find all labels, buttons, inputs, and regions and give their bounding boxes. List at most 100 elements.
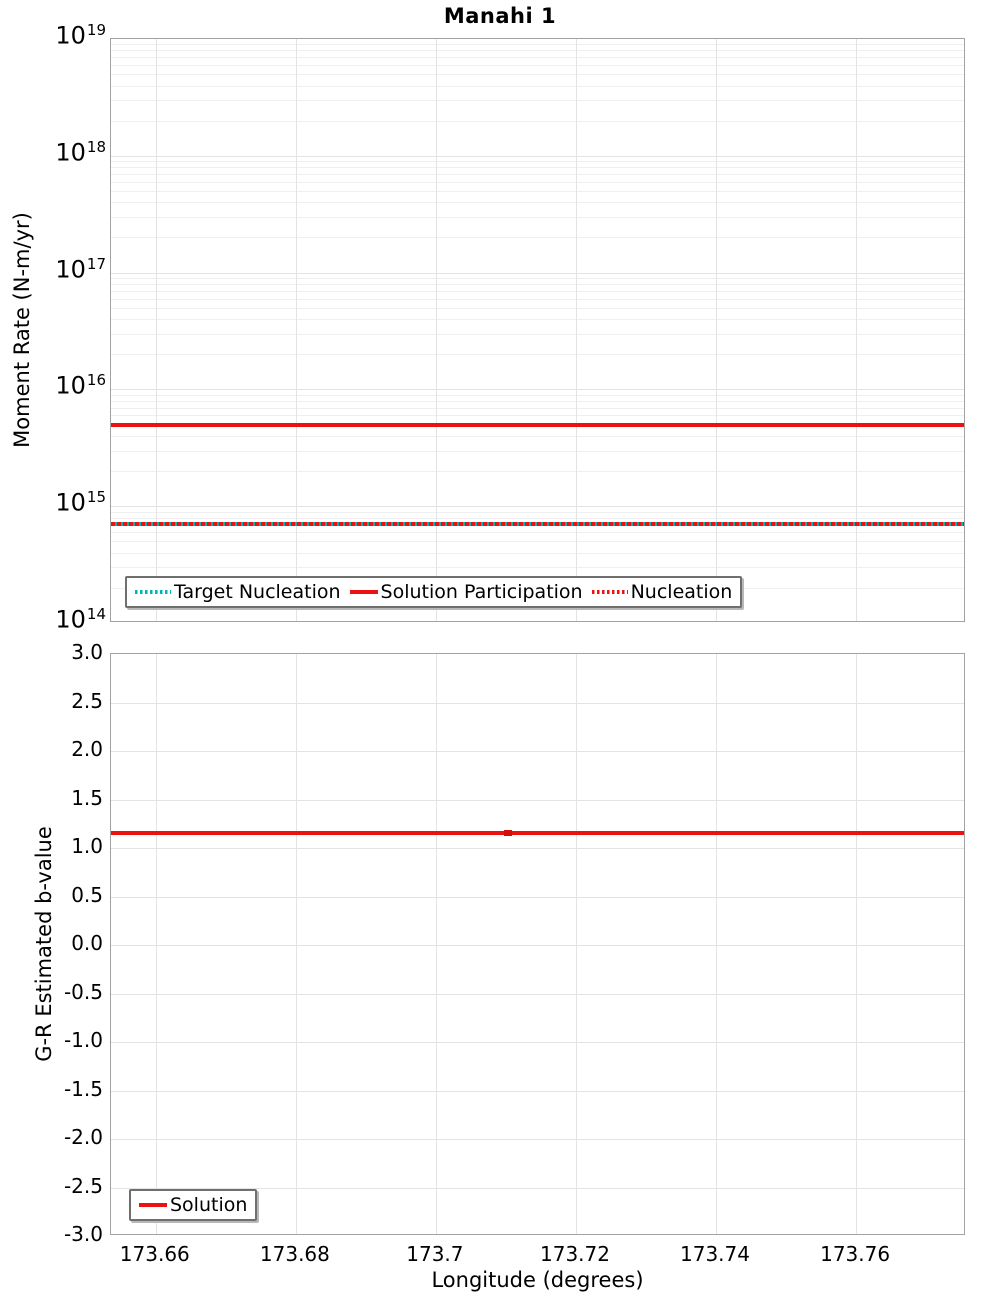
major-gridline bbox=[111, 702, 964, 704]
x-axis-label: Longitude (degrees) bbox=[431, 1268, 644, 1292]
minor-gridline bbox=[111, 511, 964, 513]
x-tick-label: 173.66 bbox=[119, 1242, 190, 1266]
v-gridline bbox=[576, 39, 577, 621]
minor-gridline bbox=[111, 85, 964, 87]
top-y-tick-label: 1019 bbox=[55, 21, 106, 50]
v-gridline bbox=[716, 654, 717, 1234]
bottom-y-tick-label: 0.5 bbox=[71, 882, 103, 907]
major-gridline bbox=[111, 751, 964, 752]
minor-gridline bbox=[111, 50, 964, 52]
minor-gridline bbox=[111, 290, 964, 292]
minor-gridline bbox=[111, 191, 964, 192]
nucleation-line bbox=[111, 522, 964, 527]
minor-gridline bbox=[111, 450, 964, 452]
top-y-tick-label: 1016 bbox=[55, 371, 106, 400]
major-gridline bbox=[111, 945, 964, 946]
minor-gridline bbox=[111, 552, 964, 554]
minor-gridline bbox=[111, 237, 964, 239]
solution-participation-line-swatch bbox=[349, 590, 378, 594]
chart-title: Manahi 1 bbox=[443, 4, 557, 28]
major-gridline bbox=[111, 1090, 964, 1092]
minor-gridline bbox=[111, 181, 964, 183]
bottom-y-tick-label: 2.5 bbox=[71, 688, 103, 713]
v-gridline bbox=[435, 39, 437, 621]
minor-gridline bbox=[111, 298, 964, 300]
v-gridline bbox=[856, 39, 858, 621]
x-tick-label: 173.7 bbox=[406, 1242, 464, 1266]
major-gridline bbox=[111, 993, 964, 995]
legend-item-nucleation: Nucleation bbox=[591, 581, 733, 603]
major-gridline bbox=[111, 155, 964, 157]
moment-rate-legend: Target Nucleation Solution Participation N… bbox=[125, 576, 743, 608]
minor-gridline bbox=[111, 74, 964, 76]
b-value-legend: Solution bbox=[129, 1189, 258, 1221]
solution-participation-line bbox=[111, 422, 964, 427]
minor-gridline bbox=[111, 541, 964, 543]
solution-line-swatch bbox=[139, 1203, 167, 1207]
v-gridline bbox=[716, 39, 717, 621]
nucleation-line-swatch bbox=[591, 590, 628, 594]
legend-label: Nucleation bbox=[630, 581, 733, 603]
bottom-y-tick-label: 3.0 bbox=[71, 640, 103, 664]
minor-gridline bbox=[111, 307, 964, 309]
bottom-y-tick-label: -1.5 bbox=[63, 1076, 103, 1101]
minor-gridline bbox=[111, 415, 964, 417]
minor-gridline bbox=[111, 354, 964, 356]
minor-gridline bbox=[111, 517, 964, 519]
minor-gridline bbox=[111, 277, 964, 279]
bottom-y-tick-label: -2.5 bbox=[63, 1173, 103, 1198]
minor-gridline bbox=[111, 173, 964, 175]
major-gridline bbox=[111, 848, 964, 849]
minor-gridline bbox=[111, 44, 964, 46]
bottom-y-tick-label: 0.0 bbox=[71, 931, 103, 955]
x-tick-label: 173.68 bbox=[259, 1242, 330, 1266]
top-y-axis-label: Moment Rate (N-m/yr) bbox=[10, 212, 34, 448]
v-gridline bbox=[155, 39, 157, 621]
minor-gridline bbox=[111, 407, 964, 409]
minor-gridline bbox=[111, 167, 964, 169]
minor-gridline bbox=[111, 202, 964, 204]
b-value-plot: Solution bbox=[110, 653, 965, 1235]
minor-gridline bbox=[111, 120, 964, 122]
legend-label: Target Nucleation bbox=[174, 581, 341, 603]
x-tick-label: 173.72 bbox=[540, 1242, 610, 1266]
minor-gridline bbox=[111, 400, 964, 402]
minor-gridline bbox=[111, 532, 964, 534]
legend-item-target-nucleation: Target Nucleation bbox=[135, 581, 341, 603]
bottom-y-tick-label: -3.0 bbox=[63, 1222, 103, 1246]
bottom-y-tick-label: -1.0 bbox=[63, 1028, 103, 1052]
minor-gridline bbox=[111, 100, 964, 102]
minor-gridline bbox=[111, 283, 964, 285]
v-gridline bbox=[435, 654, 437, 1234]
moment-rate-plot: Target Nucleation Solution Participation N… bbox=[110, 38, 965, 622]
minor-gridline bbox=[111, 333, 964, 335]
v-gridline bbox=[295, 654, 297, 1234]
minor-gridline bbox=[111, 64, 964, 66]
minor-gridline bbox=[111, 471, 964, 472]
top-y-tick-label: 1017 bbox=[55, 254, 106, 283]
x-tick-label: 173.76 bbox=[820, 1242, 891, 1266]
v-gridline bbox=[155, 654, 157, 1234]
major-gridline bbox=[111, 272, 964, 274]
minor-gridline bbox=[111, 161, 964, 163]
minor-gridline bbox=[111, 57, 964, 59]
legend-item-solution: Solution bbox=[139, 1194, 247, 1216]
bottom-y-tick-label: -0.5 bbox=[63, 979, 103, 1004]
minor-gridline bbox=[111, 319, 964, 321]
target-nucleation-line-swatch bbox=[135, 590, 171, 594]
major-gridline bbox=[111, 1187, 964, 1189]
x-tick-label: 173.74 bbox=[680, 1242, 750, 1266]
legend-label: Solution Participation bbox=[380, 581, 583, 603]
legend-label: Solution bbox=[170, 1194, 248, 1216]
major-gridline bbox=[111, 799, 964, 801]
legend-item-solution-participation: Solution Participation bbox=[349, 581, 583, 603]
major-gridline bbox=[111, 1139, 964, 1140]
major-gridline bbox=[111, 1042, 964, 1043]
v-gridline bbox=[295, 39, 297, 621]
top-y-tick-label: 1014 bbox=[55, 605, 106, 634]
minor-gridline bbox=[111, 435, 964, 437]
top-y-tick-label: 1015 bbox=[55, 488, 106, 517]
v-gridline bbox=[576, 654, 577, 1234]
top-y-tick-label: 1018 bbox=[55, 137, 106, 167]
